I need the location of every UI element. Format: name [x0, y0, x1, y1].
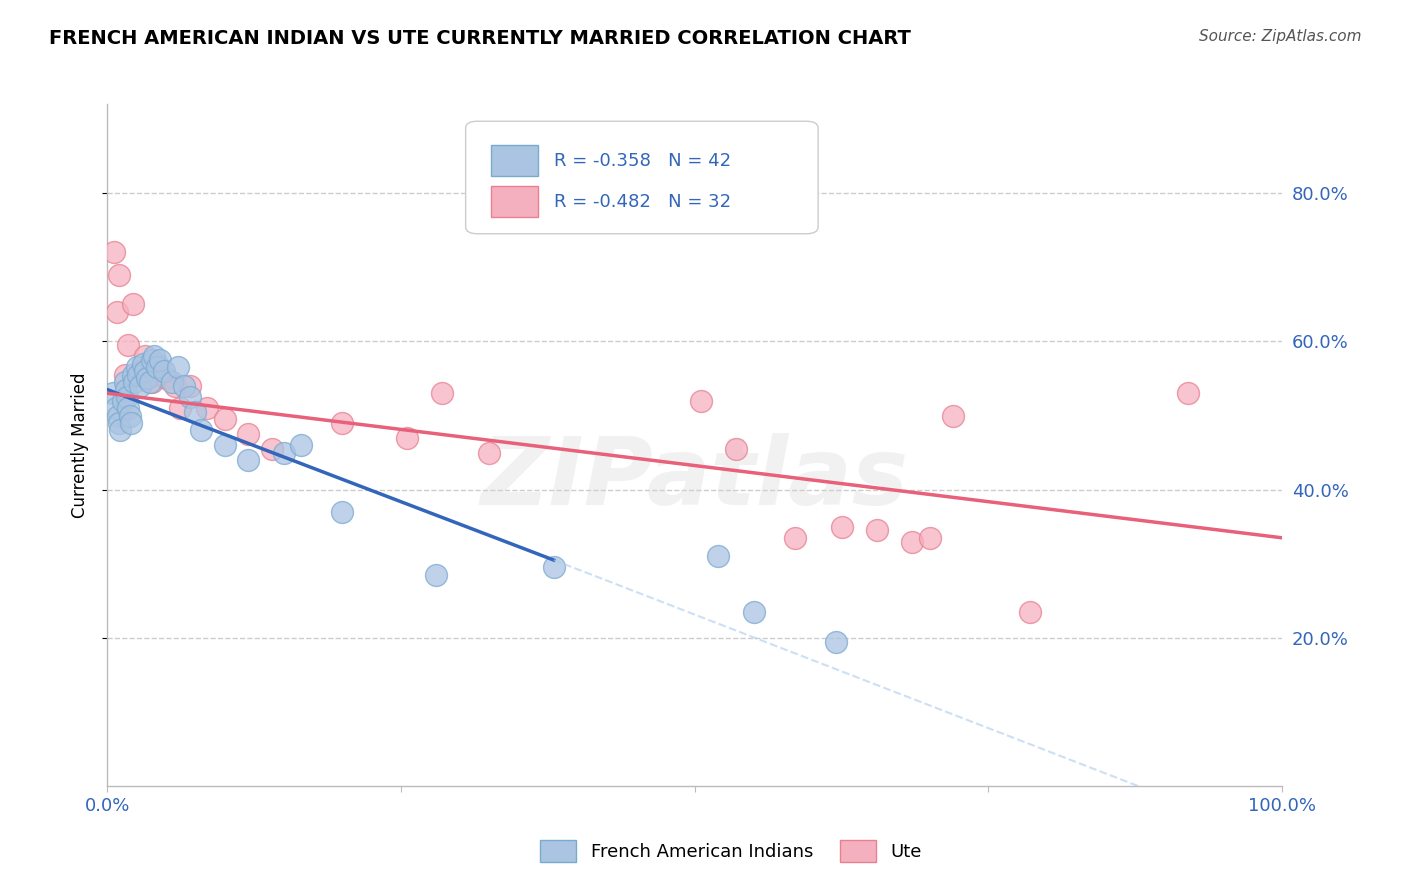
Legend: French American Indians, Ute: French American Indians, Ute — [533, 833, 929, 870]
Point — [129, 364, 152, 378]
Point — [260, 442, 283, 456]
Point — [166, 360, 188, 375]
Point — [238, 453, 260, 467]
Point — [149, 353, 172, 368]
Bar — [492, 186, 538, 217]
Point — [131, 357, 153, 371]
Point — [145, 360, 167, 375]
Point — [901, 534, 924, 549]
FancyBboxPatch shape — [465, 121, 818, 234]
Point — [108, 268, 131, 282]
Point — [145, 357, 167, 371]
Point — [114, 375, 136, 389]
Point — [273, 445, 295, 459]
Point — [290, 438, 312, 452]
Point — [214, 438, 236, 452]
Point — [165, 379, 187, 393]
Point — [143, 349, 166, 363]
Point — [155, 371, 177, 385]
Point — [831, 519, 853, 533]
Point — [214, 412, 236, 426]
Point — [543, 560, 565, 574]
Point — [122, 297, 145, 311]
Bar — [492, 145, 538, 176]
Y-axis label: Currently Married: Currently Married — [72, 373, 89, 518]
Point — [108, 416, 131, 430]
Point — [190, 423, 212, 437]
Point — [141, 353, 163, 368]
Text: ZIPatlas: ZIPatlas — [481, 434, 908, 525]
Point — [117, 401, 139, 416]
Point — [179, 379, 201, 393]
Point — [238, 427, 260, 442]
Point — [478, 445, 501, 459]
Point — [129, 379, 152, 393]
Point — [330, 416, 353, 430]
Point — [1177, 386, 1199, 401]
Point — [118, 409, 141, 423]
Point — [395, 431, 418, 445]
Point — [138, 375, 160, 389]
Text: Source: ZipAtlas.com: Source: ZipAtlas.com — [1198, 29, 1361, 44]
Point — [117, 338, 139, 352]
Text: R = -0.482   N = 32: R = -0.482 N = 32 — [554, 193, 731, 211]
Point — [104, 401, 127, 416]
Point — [707, 549, 730, 564]
Point — [117, 390, 139, 404]
Point — [134, 364, 156, 378]
Point — [330, 505, 353, 519]
Point — [425, 567, 447, 582]
Point — [124, 375, 146, 389]
Point — [127, 368, 149, 382]
Point — [169, 401, 191, 416]
Point — [918, 531, 941, 545]
Point — [105, 304, 128, 318]
Point — [1018, 605, 1040, 619]
Point — [103, 245, 125, 260]
Point — [136, 371, 159, 385]
Point — [942, 409, 965, 423]
Point — [110, 423, 132, 437]
Point — [114, 368, 136, 382]
Point — [689, 393, 711, 408]
Point — [120, 416, 142, 430]
Point — [742, 605, 765, 619]
Point — [173, 379, 195, 393]
Point — [184, 405, 207, 419]
Text: R = -0.358   N = 42: R = -0.358 N = 42 — [554, 152, 731, 169]
Point — [824, 634, 846, 648]
Point — [866, 524, 889, 538]
Point — [107, 409, 129, 423]
Point — [152, 364, 174, 378]
Point — [724, 442, 747, 456]
Point — [122, 368, 145, 382]
Point — [783, 531, 806, 545]
Point — [134, 349, 156, 363]
Point — [115, 383, 138, 397]
Point — [160, 375, 183, 389]
Point — [179, 390, 201, 404]
Point — [125, 360, 148, 375]
Point — [141, 375, 163, 389]
Text: FRENCH AMERICAN INDIAN VS UTE CURRENTLY MARRIED CORRELATION CHART: FRENCH AMERICAN INDIAN VS UTE CURRENTLY … — [49, 29, 911, 47]
Point — [195, 401, 218, 416]
Point — [430, 386, 453, 401]
Point — [101, 386, 124, 401]
Point — [111, 393, 134, 408]
